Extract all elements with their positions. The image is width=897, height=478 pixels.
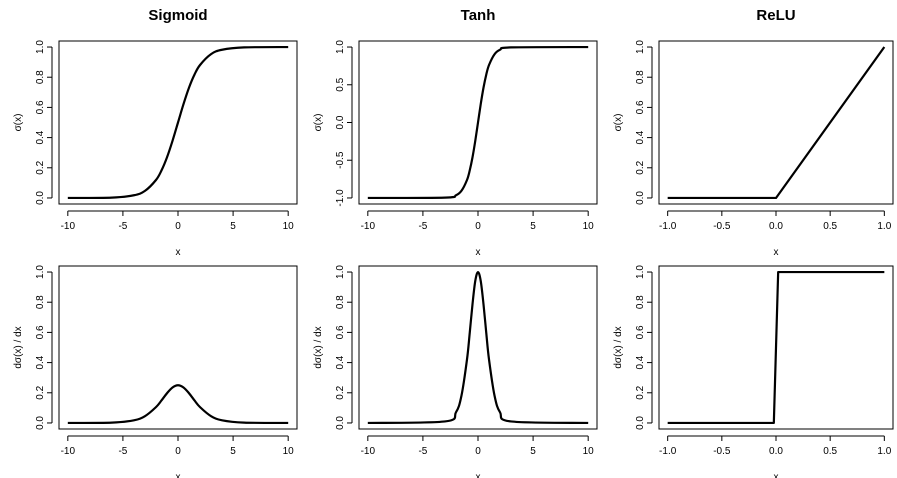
y-tick-label: -1.0	[335, 189, 346, 207]
y-tick-label: 0.8	[635, 70, 646, 84]
x-tick-label: 0.0	[769, 446, 783, 457]
panel-6: -1.0 -0.5 0.0 0.5 1.0 x 0.0 0.2 0.4 0.6 0.8 1.0 dσ(x…	[613, 265, 894, 478]
x-tick-label: -5	[418, 446, 427, 457]
y-tick-label: -0.5	[335, 151, 346, 169]
panel-5: -10 -5 0 5 10 x 0.0 0.2 0.4 0.6 0.8 1.0 dσ(x) / dx	[313, 265, 598, 478]
x-axis-label: x	[774, 247, 779, 258]
y-tick-label: 0.4	[635, 130, 646, 144]
panel-1: Sigmoid -10 -5 0 5 10 x 0.0 0.2 0.4 0.6 0.8 1.0 σ(x)	[13, 7, 298, 258]
y-tick-label: 0.2	[35, 385, 46, 399]
y-axis-label: σ(x)	[613, 114, 624, 132]
y-tick-label: 0.0	[635, 416, 646, 430]
x-tick-label: -5	[418, 221, 427, 232]
x-tick-label: 1.0	[877, 446, 891, 457]
x-tick-label: -5	[118, 446, 127, 457]
y-tick-label: 0.0	[35, 191, 46, 205]
x-tick-label: 5	[230, 446, 236, 457]
y-tick-label: 0.6	[35, 325, 46, 339]
x-tick-label: 0.5	[823, 221, 837, 232]
plot-frame	[658, 265, 894, 430]
y-tick-label: 0.2	[35, 160, 46, 174]
y-tick-label: 0.6	[635, 100, 646, 114]
x-tick-label: 1.0	[877, 221, 891, 232]
y-axis-label: dσ(x) / dx	[13, 326, 24, 368]
y-tick-label: 1.0	[35, 265, 46, 279]
y-axis-label: σ(x)	[313, 114, 324, 132]
y-tick-label: 1.0	[335, 265, 346, 279]
x-tick-label: -10	[61, 221, 76, 232]
x-axis-label: x	[476, 247, 481, 258]
x-tick-label: -0.5	[713, 446, 731, 457]
x-tick-label: -10	[61, 446, 76, 457]
x-tick-label: 5	[530, 446, 536, 457]
x-axis-label: x	[774, 472, 779, 478]
x-tick-label: 0	[475, 446, 481, 457]
y-tick-label: 0.2	[635, 385, 646, 399]
x-tick-label: 5	[530, 221, 536, 232]
y-tick-label: 0.5	[335, 77, 346, 91]
x-tick-label: 0.0	[769, 221, 783, 232]
y-axis-label: σ(x)	[13, 114, 24, 132]
series-line-1	[367, 270, 589, 425]
chart-title: ReLU	[756, 7, 795, 24]
y-tick-label: 0.8	[335, 295, 346, 309]
x-tick-label: -5	[118, 221, 127, 232]
series-line-1	[367, 45, 589, 200]
x-tick-label: -10	[361, 221, 376, 232]
x-tick-label: -1.0	[659, 221, 677, 232]
panel-3: ReLU -1.0 -0.5 0.0 0.5 1.0 x 0.0 0.2 0.4 0.6 0.8 1.0…	[613, 7, 894, 258]
y-tick-label: 0.4	[35, 355, 46, 369]
plot-frame	[58, 265, 298, 430]
series-line-1	[667, 46, 886, 200]
panel-2: Tanh -10 -5 0 5 10 x -1.0 -0.5 0.0 0.5 1.0 σ(x)	[313, 7, 598, 258]
y-tick-label: 0.2	[335, 385, 346, 399]
y-tick-label: 0.4	[335, 355, 346, 369]
panel-4: -10 -5 0 5 10 x 0.0 0.2 0.4 0.6 0.8 1.0 dσ(x) / dx	[13, 265, 298, 478]
plot-frame	[658, 40, 894, 205]
y-tick-label: 0.0	[635, 191, 646, 205]
chart-title: Tanh	[461, 7, 496, 24]
y-tick-label: 0.6	[635, 325, 646, 339]
y-tick-label: 1.0	[335, 40, 346, 54]
y-tick-label: 0.6	[335, 325, 346, 339]
x-tick-label: 0	[175, 446, 181, 457]
x-tick-label: 10	[583, 221, 595, 232]
x-tick-label: 0	[475, 221, 481, 232]
y-tick-label: 0.0	[335, 115, 346, 129]
plot-frame	[358, 265, 598, 430]
y-tick-label: 0.0	[35, 416, 46, 430]
y-tick-label: 0.4	[35, 130, 46, 144]
series-line-1	[67, 45, 289, 200]
x-tick-label: 5	[230, 221, 236, 232]
y-tick-label: 0.0	[335, 416, 346, 430]
x-tick-label: -1.0	[659, 446, 677, 457]
y-axis-label: dσ(x) / dx	[613, 326, 624, 368]
y-tick-label: 0.8	[35, 70, 46, 84]
plot-frame	[358, 40, 598, 205]
x-tick-label: -10	[361, 446, 376, 457]
y-tick-label: 1.0	[635, 265, 646, 279]
y-tick-label: 0.8	[635, 295, 646, 309]
y-axis-label: dσ(x) / dx	[313, 326, 324, 368]
series-line-1	[67, 384, 289, 425]
x-tick-label: 0	[175, 221, 181, 232]
y-tick-label: 0.2	[635, 160, 646, 174]
y-tick-label: 0.6	[35, 100, 46, 114]
y-tick-label: 1.0	[35, 40, 46, 54]
y-tick-label: 0.8	[35, 295, 46, 309]
x-axis-label: x	[476, 472, 481, 478]
x-axis-label: x	[176, 472, 181, 478]
x-tick-label: 10	[283, 221, 295, 232]
y-tick-label: 1.0	[635, 40, 646, 54]
x-axis-label: x	[176, 247, 181, 258]
series-line-1	[667, 270, 885, 425]
x-tick-label: 10	[283, 446, 295, 457]
x-tick-label: 10	[583, 446, 595, 457]
x-tick-label: 0.5	[823, 446, 837, 457]
plot-frame	[58, 40, 298, 205]
chart-title: Sigmoid	[148, 7, 207, 24]
y-tick-label: 0.4	[635, 355, 646, 369]
x-tick-label: -0.5	[713, 221, 731, 232]
